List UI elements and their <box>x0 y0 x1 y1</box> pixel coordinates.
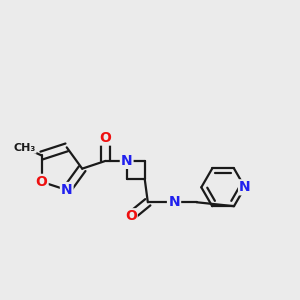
Text: N: N <box>121 154 133 168</box>
Text: O: O <box>36 175 48 189</box>
Text: O: O <box>100 130 112 145</box>
Text: H: H <box>167 194 178 207</box>
Text: N: N <box>239 180 251 194</box>
Text: O: O <box>125 209 137 223</box>
Text: CH₃: CH₃ <box>14 143 36 153</box>
Text: N: N <box>61 183 73 197</box>
Text: N: N <box>168 195 180 209</box>
Text: H: H <box>169 196 179 209</box>
